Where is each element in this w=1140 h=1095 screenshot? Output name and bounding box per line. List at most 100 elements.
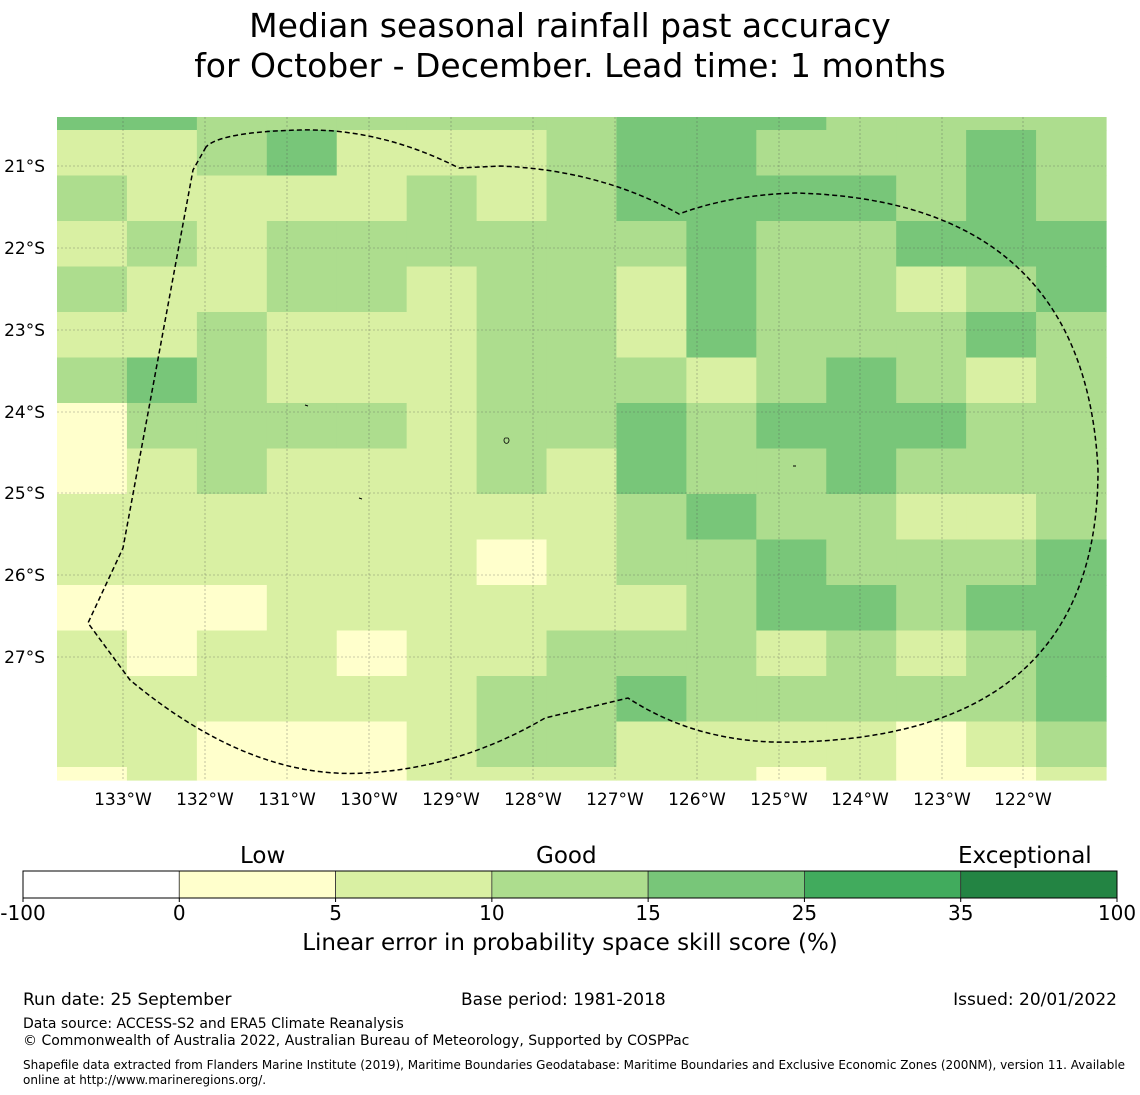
skill-cell [406,175,478,222]
skill-cell [476,767,548,781]
skill-cell [266,767,338,781]
skill-cell [616,266,687,313]
skill-cell [756,630,827,677]
skill-cell [826,630,897,677]
skill-cell [686,403,757,450]
lon-label: 128°W [504,790,562,810]
skill-cell [266,539,338,586]
skill-cell [896,403,967,450]
skill-cell [896,312,967,359]
skill-cell [126,585,198,632]
skill-cell [476,266,548,313]
colorbar-tick-label: 10 [479,901,504,925]
skill-cell [686,721,757,768]
skill-cell [686,221,757,268]
skill-cell [1036,403,1107,450]
colorbar-tick-label: 5 [329,901,342,925]
lat-label: 25°S [4,484,45,504]
skill-cell [756,403,827,450]
skill-cell [196,539,268,586]
skill-cell [476,175,548,222]
colorbar-frame [22,870,1118,899]
lat-label: 23°S [4,321,45,341]
skill-cell [616,175,687,222]
skill-cell [1036,585,1107,632]
skill-cell [406,539,478,586]
skill-cell [1036,767,1107,781]
skill-cell [1036,630,1107,677]
skill-cell [686,676,757,723]
skill-cell [57,494,128,541]
skill-cell [1036,539,1107,586]
skill-cell [126,448,198,495]
skill-cell [546,221,618,268]
skill-cell [686,312,757,359]
skill-cell [57,117,128,131]
base-period: Base period: 1981-2018 [461,990,666,1010]
skill-cell [756,312,827,359]
skill-cell [1036,312,1107,359]
colorbar-segment [335,870,493,899]
skill-cell [966,448,1037,495]
skill-cell [57,266,128,313]
skill-cell [966,539,1037,586]
run-date: Run date: 25 September [23,990,232,1010]
skill-cell [266,175,338,222]
island-mark [304,404,309,407]
issued-date: Issued: 20/01/2022 [953,990,1117,1010]
skill-cell [406,630,478,677]
skill-cell [896,630,967,677]
lat-label: 24°S [4,403,45,423]
skill-cell [546,539,618,586]
skill-cell [57,175,128,222]
colorbar-tick-label: 35 [948,901,973,925]
skill-cell [476,676,548,723]
skill-cell [196,130,268,177]
skill-cell [57,767,128,781]
skill-cell [546,357,618,404]
skill-cell [196,266,268,313]
lon-label: 129°W [422,790,480,810]
skill-cell [476,117,548,131]
skill-cell [57,403,128,450]
skill-cell [686,494,757,541]
skill-cell [336,312,408,359]
colorbar-label: Linear error in probability space skill … [302,930,838,956]
skill-cell [826,357,897,404]
skill-cell [616,312,687,359]
skill-cell [266,448,338,495]
skill-cell [266,403,338,450]
skill-cell [966,585,1037,632]
skill-cell [266,676,338,723]
skill-cell [1036,130,1107,177]
skill-cell [826,721,897,768]
skill-cell [126,630,198,677]
skill-cell [686,266,757,313]
skill-cell [266,721,338,768]
skill-grid [57,117,1107,781]
skill-cell [57,448,128,495]
skill-cell [686,117,757,131]
skill-cell [476,630,548,677]
skill-cell [826,117,897,131]
skill-cell [336,175,408,222]
skill-cell [686,630,757,677]
skill-cell [756,721,827,768]
skill-cell [476,357,548,404]
skill-cell [1036,221,1107,268]
skill-cell [756,221,827,268]
skill-cell [336,676,408,723]
skill-cell [1036,721,1107,768]
colorbar: -100 0 5 10 15 25 35 100 [0,870,1136,925]
skill-cell [756,539,827,586]
skill-cell [1036,448,1107,495]
islands [304,404,796,500]
copyright: © Commonwealth of Australia 2022, Austra… [23,1033,690,1049]
skill-cell [896,539,967,586]
colorbar-segment [960,870,1118,899]
skill-cell [756,494,827,541]
colorbar-word-good: Good [536,843,597,869]
skill-cell [57,721,128,768]
longitude-labels: 133°W 132°W 131°W 130°W 129°W 128°W 127°W 126°W… [94,790,1052,810]
